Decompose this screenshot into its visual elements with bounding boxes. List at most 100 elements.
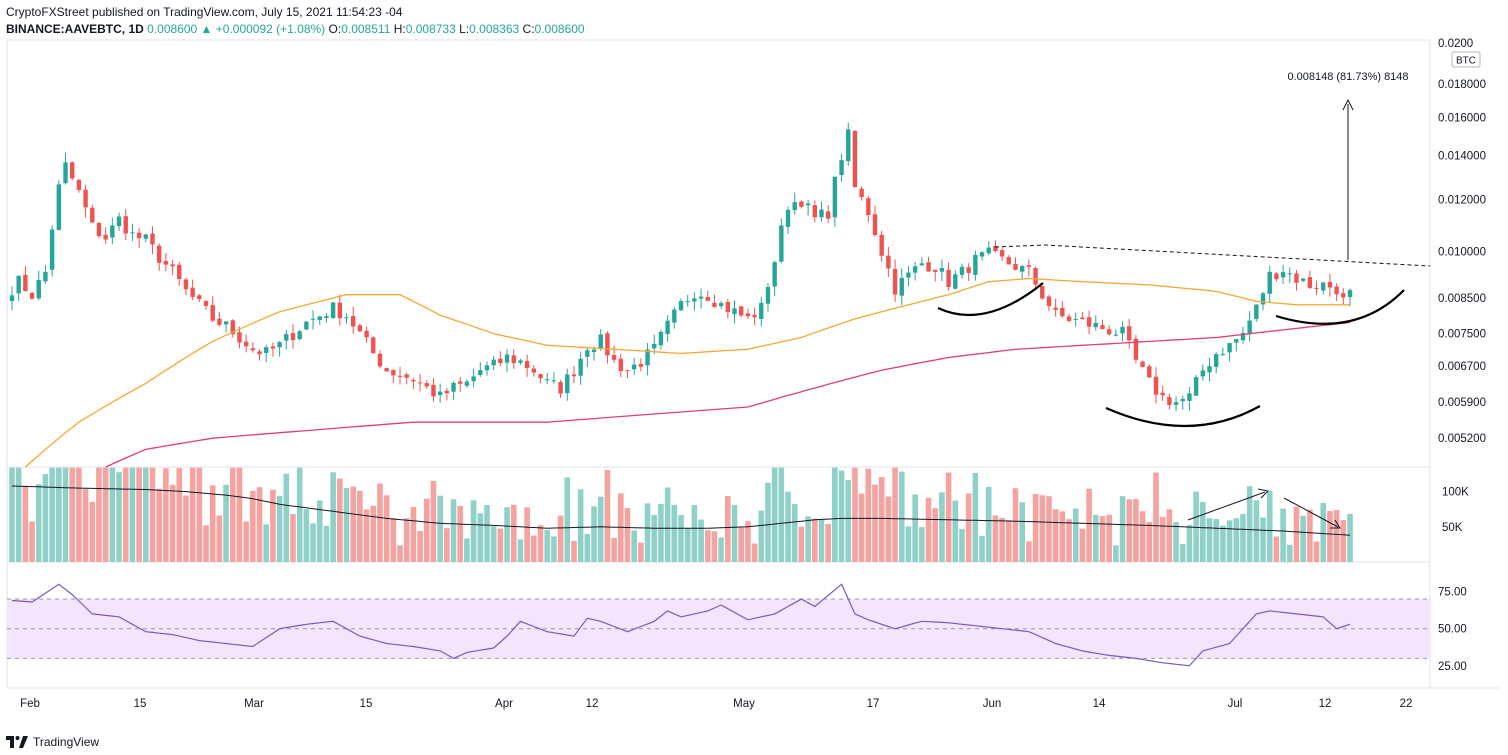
- symbol-label[interactable]: BINANCE:AAVEBTC, 1D: [6, 22, 144, 36]
- candle-body: [765, 287, 771, 304]
- volume-tick-label: 50K: [1442, 522, 1463, 534]
- candle-body: [571, 374, 577, 377]
- candle-body: [324, 316, 329, 318]
- volume-bar: [858, 493, 865, 562]
- candle-body: [1086, 317, 1092, 327]
- volume-bar: [1240, 514, 1246, 562]
- candle-body: [223, 321, 229, 325]
- volume-bar: [477, 513, 484, 562]
- volume-bar: [62, 467, 69, 562]
- candle-body: [598, 334, 603, 349]
- candle-body: [658, 332, 664, 346]
- candle-body: [652, 343, 657, 349]
- volume-bar: [49, 467, 55, 562]
- candle-body: [1187, 393, 1192, 401]
- candle-body: [558, 381, 563, 394]
- volume-bar: [22, 485, 29, 562]
- candle-body: [799, 201, 804, 207]
- volume-bar: [1313, 541, 1320, 562]
- candle-body: [1073, 318, 1078, 320]
- volume-bar: [1072, 508, 1079, 562]
- volume-bar: [490, 526, 497, 562]
- volume-bar: [1086, 488, 1092, 562]
- footer-brand[interactable]: TradingView: [33, 735, 100, 749]
- price-tick-label: 0.008500: [1438, 293, 1486, 305]
- volume-bar: [1026, 541, 1032, 562]
- volume-bar: [631, 530, 637, 562]
- volume-bar: [363, 509, 370, 562]
- volume-bar: [1347, 513, 1353, 562]
- volume-bar: [1159, 516, 1166, 562]
- volume-bar: [952, 500, 959, 562]
- candle-body: [230, 320, 235, 335]
- volume-bar: [169, 484, 176, 562]
- volume-bar: [1286, 544, 1293, 562]
- volume-bar: [410, 506, 417, 562]
- candle-body: [1013, 263, 1018, 270]
- volume-bar: [69, 467, 76, 562]
- candle-body: [136, 232, 142, 239]
- open-label: O:: [328, 22, 342, 36]
- volume-bar: [758, 510, 765, 562]
- candle-body: [177, 264, 182, 280]
- volume-bar: [711, 531, 718, 562]
- candle-body: [1046, 296, 1052, 307]
- candle-body: [498, 358, 503, 364]
- candle-body: [1307, 277, 1313, 288]
- candle-body: [832, 176, 838, 218]
- candle-body: [785, 209, 791, 227]
- volume-bar: [316, 500, 323, 562]
- candle-body: [56, 184, 62, 230]
- candle-body: [959, 266, 965, 275]
- volume-bar: [276, 495, 283, 562]
- volume-bar: [109, 467, 116, 562]
- candle-body: [611, 355, 617, 360]
- candle-body: [692, 298, 697, 302]
- candle-body: [551, 380, 557, 382]
- candle-body: [264, 347, 269, 353]
- volume-bar: [149, 467, 156, 562]
- volume-bar: [9, 467, 15, 562]
- volume-bar: [852, 467, 858, 562]
- currency-label: BTC: [1456, 56, 1476, 67]
- volume-bar: [912, 494, 918, 562]
- candle-body: [357, 325, 363, 332]
- candle-body: [1053, 307, 1058, 310]
- volume-bar: [1300, 515, 1306, 562]
- candle-body: [1267, 271, 1272, 294]
- candle-body: [23, 274, 28, 292]
- volume-bar: [624, 508, 631, 562]
- volume-bar: [1307, 509, 1313, 562]
- price-tick-label: 0.007500: [1438, 329, 1486, 341]
- candle-body: [337, 302, 343, 319]
- candle-body: [819, 209, 824, 218]
- candle-body: [431, 384, 436, 397]
- volume-bar: [1233, 518, 1240, 562]
- rsi-line: [11, 583, 1351, 667]
- candle-body: [625, 370, 630, 372]
- candle-body: [243, 341, 249, 347]
- candle-body: [839, 160, 844, 176]
- volume-bar: [470, 500, 477, 562]
- candle-body: [718, 303, 724, 307]
- volume-bar: [122, 467, 129, 562]
- volume-trend-arrow-down: [1283, 497, 1339, 528]
- volume-bar: [1340, 520, 1347, 562]
- candle-body: [1220, 354, 1226, 356]
- candle-body: [478, 370, 483, 375]
- volume-bar: [517, 539, 524, 562]
- volume-bar: [691, 505, 698, 562]
- candle-body: [1180, 398, 1185, 402]
- volume-bar: [945, 472, 952, 562]
- candle-body: [417, 382, 423, 384]
- volume-bar: [584, 533, 591, 562]
- volume-trend-arrow-up: [1187, 491, 1266, 521]
- volume-bar: [791, 504, 798, 562]
- candle-body: [919, 263, 925, 266]
- candle-body: [444, 390, 450, 394]
- volume-bar: [832, 467, 838, 562]
- volume-bar: [1166, 509, 1173, 562]
- candle-body: [973, 254, 978, 275]
- volume-bar: [1226, 520, 1233, 562]
